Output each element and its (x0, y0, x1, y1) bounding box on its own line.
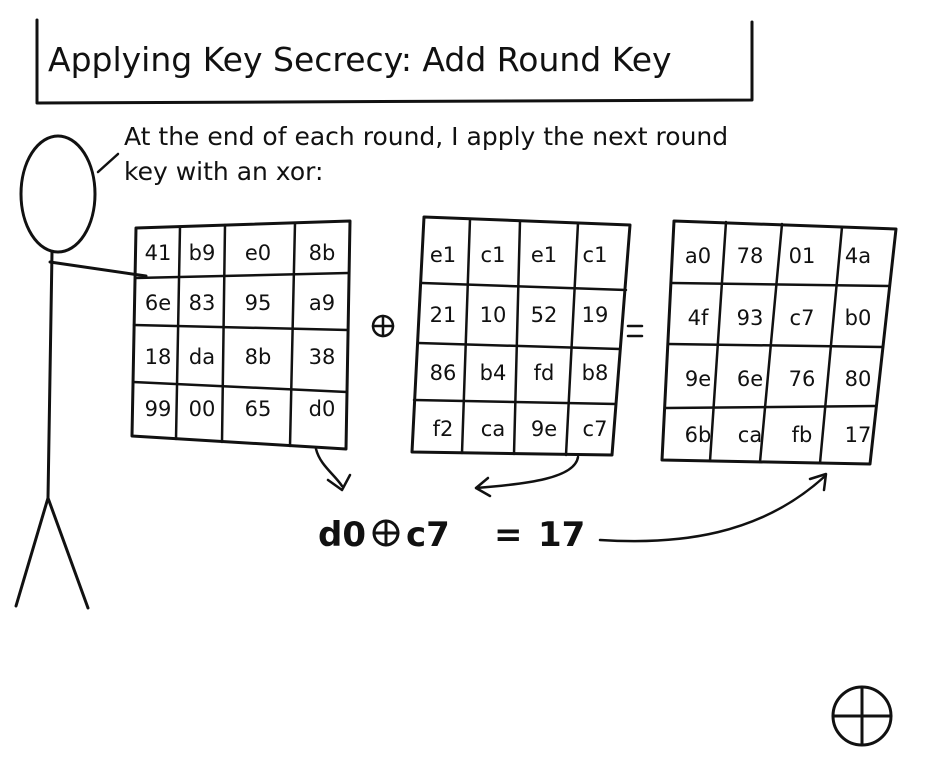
result-matrix-cell: 4f (688, 306, 709, 330)
state-matrix-cell: 8b (245, 345, 272, 369)
result-matrix-cell: ca (738, 423, 762, 447)
round-key-matrix-cell: c1 (481, 243, 506, 267)
equals-operator (626, 324, 644, 338)
round-key-matrix-cell: 52 (531, 303, 558, 327)
state-matrix-cell: 6e (145, 291, 171, 315)
figure-body (46, 250, 54, 500)
state-matrix-cell: 00 (189, 397, 216, 421)
arrow-to-17 (598, 475, 826, 543)
speech-line-2: key with an xor: (124, 157, 323, 186)
figure-head (19, 134, 97, 254)
result-matrix-cell: 78 (737, 244, 764, 268)
state-matrix-cell: d0 (309, 397, 336, 421)
state-matrix-cell: 8b (309, 241, 336, 265)
result-matrix: a0 78 01 4a 4f 93 c7 b0 9e 6e 76 80 6b ca fb 17 (660, 219, 898, 466)
arrow-from-d0 (314, 447, 344, 488)
round-key-matrix-cell: e1 (531, 243, 557, 267)
state-matrix-cell: 65 (245, 397, 272, 421)
state-matrix-cell: 95 (245, 291, 272, 315)
result-matrix-cell: b0 (845, 306, 872, 330)
result-matrix-cell: 93 (737, 306, 764, 330)
result-matrix-cell: 80 (845, 367, 872, 391)
state-matrix-cell: 41 (145, 241, 172, 265)
figure-right-leg (46, 496, 90, 610)
state-matrix-cell: a9 (309, 291, 335, 315)
result-matrix-cell: 76 (789, 367, 816, 391)
round-key-matrix-cell: c1 (583, 243, 608, 267)
state-matrix-cell: 18 (145, 345, 172, 369)
round-key-matrix-cell: 9e (531, 417, 557, 441)
result-matrix-cell: 01 (789, 244, 816, 268)
state-matrix-cell: b9 (189, 241, 216, 265)
state-matrix-cell: e0 (245, 241, 271, 265)
state-matrix-cell: 38 (309, 345, 336, 369)
arrow-from-c7 (474, 455, 580, 490)
result-matrix-cell: 4a (845, 244, 871, 268)
speech-line-1: At the end of each round, I apply the ne… (124, 122, 728, 151)
result-matrix-cell: 9e (685, 367, 711, 391)
xor-equation: d0 c7 = 17 (318, 515, 585, 555)
title: Applying Key Secrecy: Add Round Key (48, 40, 672, 79)
round-key-matrix-cell: 21 (430, 303, 457, 327)
round-key-matrix-cell: 19 (582, 303, 609, 327)
stick-figure (14, 134, 148, 610)
round-key-matrix-cell: f2 (433, 417, 454, 441)
result-matrix-cell: 17 (845, 423, 872, 447)
round-key-matrix-cell: b4 (480, 361, 507, 385)
result-matrix-cell: a0 (685, 244, 711, 268)
state-matrix-cell: da (189, 345, 215, 369)
round-key-matrix-cell: c7 (583, 417, 608, 441)
result-matrix-cell: fb (792, 423, 813, 447)
round-key-matrix-cell: ca (481, 417, 505, 441)
arrows (314, 447, 828, 543)
round-key-matrix: e1 c1 e1 c1 21 10 52 19 86 b4 fd b8 f2 ca 9e c7 (410, 215, 632, 457)
corner-circle-plus-icon (831, 685, 893, 747)
result-matrix-cell: c7 (790, 306, 815, 330)
round-key-matrix-cell: e1 (430, 243, 456, 267)
equation-result: 17 (538, 515, 585, 555)
figure-left-leg (14, 496, 50, 608)
result-matrix-cell: 6e (737, 367, 763, 391)
round-key-matrix-cell: 86 (430, 361, 457, 385)
round-key-matrix-cell: fd (534, 361, 555, 385)
state-matrix-cell: 83 (189, 291, 216, 315)
state-matrix: 41 b9 e0 8b 6e 83 95 a9 18 da 8b 38 99 00 65 d0 (130, 219, 352, 451)
xor-operator (371, 314, 395, 338)
equation-equals: = (494, 515, 523, 555)
round-key-matrix-cell: 10 (480, 303, 507, 327)
equation-operand-b: c7 (406, 515, 450, 555)
figure-arm (48, 260, 148, 278)
state-matrix-cell: 99 (145, 397, 172, 421)
circle-plus-icon (372, 519, 400, 547)
round-key-matrix-cell: b8 (582, 361, 609, 385)
equation-operand-a: d0 (318, 515, 366, 555)
title-box: Applying Key Secrecy: Add Round Key (35, 18, 754, 105)
speech: At the end of each round, I apply the ne… (96, 122, 728, 186)
result-matrix-cell: 6b (685, 423, 712, 447)
